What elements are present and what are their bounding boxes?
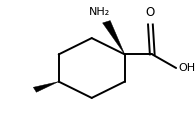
Text: OH: OH — [178, 63, 195, 73]
Text: O: O — [146, 6, 155, 19]
Polygon shape — [33, 82, 59, 92]
Text: NH₂: NH₂ — [88, 7, 110, 17]
Polygon shape — [103, 21, 125, 54]
